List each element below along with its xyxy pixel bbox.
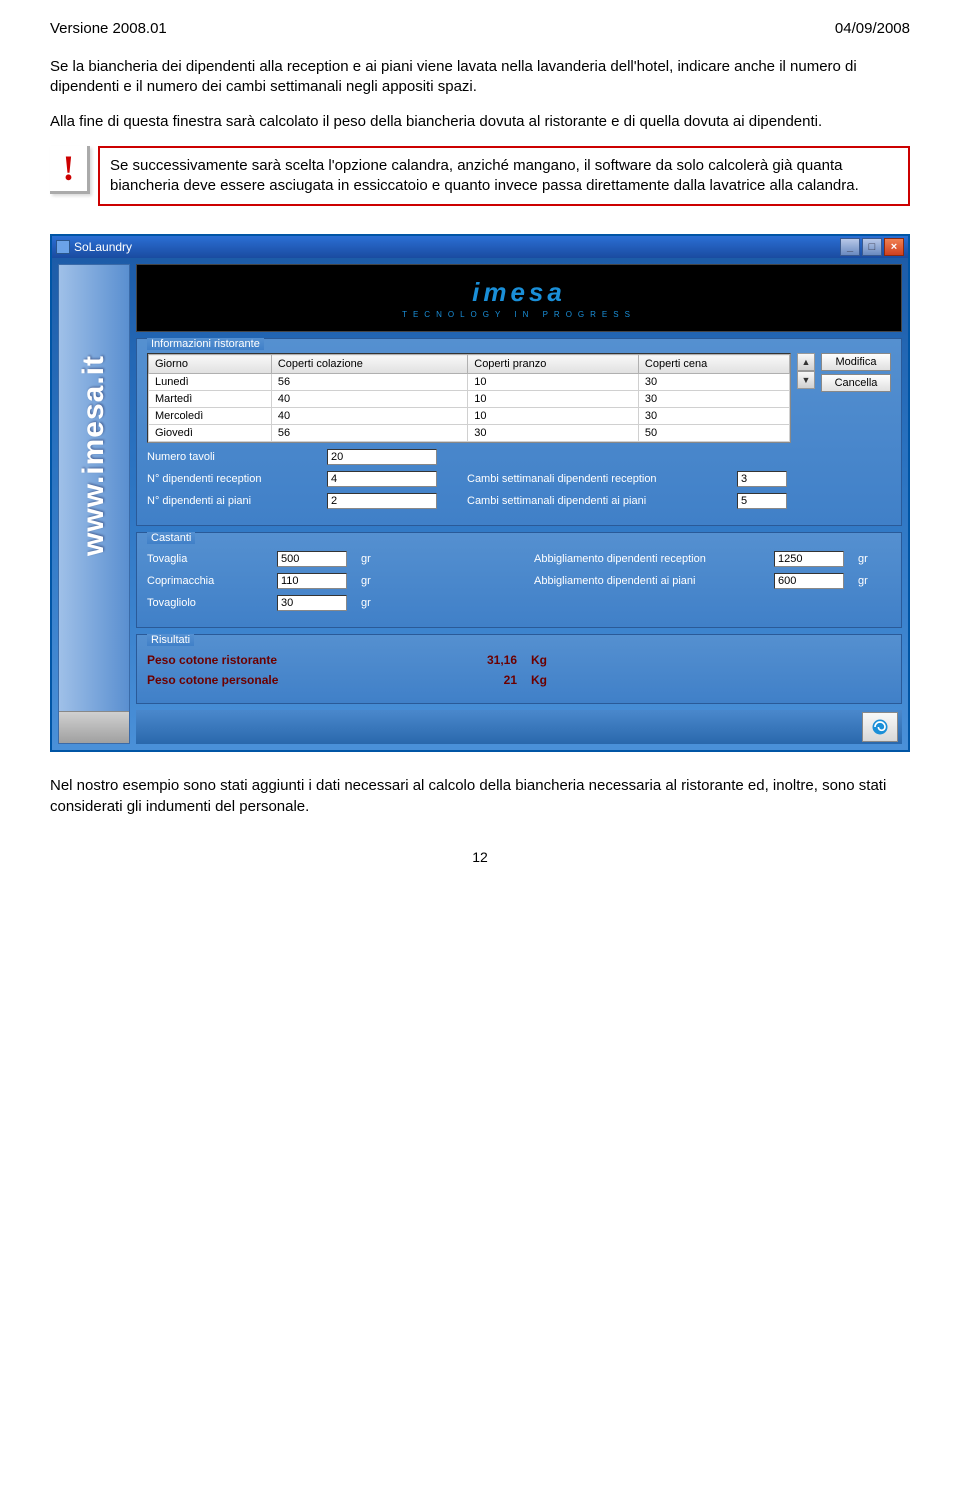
sidebar-footer [59, 711, 129, 743]
cancella-button[interactable]: Cancella [821, 374, 891, 392]
panel-info-title: Informazioni ristorante [147, 338, 264, 350]
panel-castanti-title: Castanti [147, 532, 195, 544]
closing-paragraph: Nel nostro esempio sono stati aggiunti i… [50, 776, 910, 817]
cambi-piani-label: Cambi settimanali dipendenti ai piani [467, 495, 727, 507]
result-personale-value: 21 [427, 673, 517, 687]
unit-gr: gr [858, 553, 868, 565]
unit-gr: gr [361, 597, 371, 609]
page-number: 12 [50, 849, 910, 865]
sidebar-url: www.imesa.it [77, 355, 111, 556]
unit-gr: gr [361, 553, 371, 565]
home-icon-button[interactable] [862, 712, 898, 742]
sidebar: www.imesa.it [58, 264, 130, 744]
panel-risultati: Risultati Peso cotone ristorante 31,16 K… [136, 634, 902, 704]
dip-piani-label: N° dipendenti ai piani [147, 495, 317, 507]
table-row[interactable]: Mercoledì 40 10 30 [149, 408, 790, 425]
result-ristorante-value: 31,16 [427, 653, 517, 667]
abb-reception-label: Abbigliamento dipendenti reception [534, 553, 764, 565]
logo-subtitle: TECNOLOGY IN PROGRESS [402, 310, 636, 319]
result-ristorante-label: Peso cotone ristorante [147, 653, 427, 667]
maximize-button[interactable]: □ [862, 238, 882, 256]
tovagliolo-label: Tovagliolo [147, 597, 267, 609]
panel-results-title: Risultati [147, 634, 194, 646]
modifica-button[interactable]: Modifica [821, 353, 891, 371]
doc-version: Versione 2008.01 [50, 20, 167, 37]
app-icon [56, 240, 70, 254]
panel-informazioni: Informazioni ristorante Giorno Coperti c… [136, 338, 902, 526]
restaurant-table: Giorno Coperti colazione Coperti pranzo … [147, 353, 791, 443]
table-row[interactable]: Lunedì 56 10 30 [149, 374, 790, 391]
dip-reception-input[interactable] [327, 471, 437, 487]
tovaglia-input[interactable] [277, 551, 347, 567]
col-cena: Coperti cena [638, 355, 789, 374]
cambi-piani-input[interactable] [737, 493, 787, 509]
dip-reception-label: N° dipendenti reception [147, 473, 317, 485]
dip-piani-input[interactable] [327, 493, 437, 509]
unit-gr: gr [858, 575, 868, 587]
paragraph-1: Se la biancheria dei dipendenti alla rec… [50, 57, 910, 98]
doc-date: 04/09/2008 [835, 20, 910, 37]
minimize-button[interactable]: _ [840, 238, 860, 256]
logo-banner: imesa TECNOLOGY IN PROGRESS [136, 264, 902, 332]
col-colazione: Coperti colazione [271, 355, 467, 374]
tovaglia-label: Tovaglia [147, 553, 267, 565]
table-row[interactable]: Martedì 40 10 30 [149, 391, 790, 408]
alert-box: ! Se successivamente sarà scelta l'opzio… [50, 146, 910, 207]
alert-text: Se successivamente sarà scelta l'opzione… [98, 146, 910, 207]
window-title: SoLaundry [74, 240, 132, 254]
unit-gr: gr [361, 575, 371, 587]
coprimacchia-label: Coprimacchia [147, 575, 267, 587]
coprimacchia-input[interactable] [277, 573, 347, 589]
panel-castanti: Castanti Tovaglia gr Coprimacchia gr [136, 532, 902, 628]
bottom-toolbar [136, 710, 902, 744]
col-giorno: Giorno [149, 355, 272, 374]
window-titlebar: SoLaundry _ □ × [52, 236, 908, 258]
abb-reception-input[interactable] [774, 551, 844, 567]
swirl-icon [870, 717, 890, 737]
app-window: SoLaundry _ □ × www.imesa.it imesa TECNO… [50, 234, 910, 752]
numero-tavoli-input[interactable] [327, 449, 437, 465]
cambi-reception-label: Cambi settimanali dipendenti reception [467, 473, 727, 485]
result-personale-label: Peso cotone personale [147, 673, 427, 687]
tovagliolo-input[interactable] [277, 595, 347, 611]
paragraph-2: Alla fine di questa finestra sarà calcol… [50, 112, 910, 132]
col-pranzo: Coperti pranzo [468, 355, 639, 374]
alert-icon: ! [50, 146, 90, 194]
scroll-up-icon[interactable]: ▲ [797, 353, 815, 371]
logo-text: imesa [472, 277, 566, 308]
close-button[interactable]: × [884, 238, 904, 256]
result-unit: Kg [531, 673, 547, 687]
abb-piani-input[interactable] [774, 573, 844, 589]
cambi-reception-input[interactable] [737, 471, 787, 487]
numero-tavoli-label: Numero tavoli [147, 451, 317, 463]
table-scrollbar[interactable]: ▲ ▼ [797, 353, 815, 389]
scroll-down-icon[interactable]: ▼ [797, 371, 815, 389]
abb-piani-label: Abbigliamento dipendenti ai piani [534, 575, 764, 587]
table-row[interactable]: Giovedì 56 30 50 [149, 425, 790, 442]
result-unit: Kg [531, 653, 547, 667]
